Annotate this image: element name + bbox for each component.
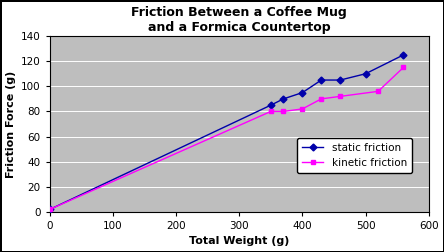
Title: Friction Between a Coffee Mug
and a Formica Countertop: Friction Between a Coffee Mug and a Form… [131,6,347,34]
kinetic friction [376,90,381,93]
static friction [363,72,368,75]
kinetic friction [401,66,406,69]
static friction [47,208,52,211]
Line: kinetic friction: kinetic friction [48,65,406,212]
kinetic friction [337,95,343,98]
kinetic friction [47,208,52,211]
kinetic friction [319,97,324,100]
static friction [300,91,305,94]
static friction [401,53,406,56]
Legend: static friction, kinetic friction: static friction, kinetic friction [297,138,412,173]
static friction [268,104,274,107]
kinetic friction [281,110,286,113]
kinetic friction [300,107,305,110]
kinetic friction [268,110,274,113]
Line: static friction: static friction [48,52,406,212]
static friction [337,79,343,82]
static friction [319,79,324,82]
Y-axis label: Friction Force (g): Friction Force (g) [6,70,16,178]
X-axis label: Total Weight (g): Total Weight (g) [189,236,289,246]
static friction [281,97,286,100]
